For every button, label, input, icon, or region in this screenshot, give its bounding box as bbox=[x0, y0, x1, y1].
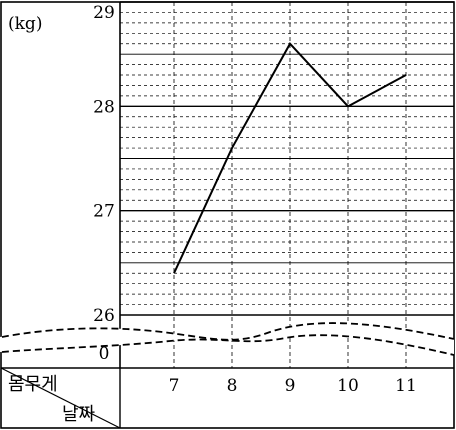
y-tick-label: 29 bbox=[93, 3, 115, 23]
x-axis-labels: 7 8 9 10 11 bbox=[169, 376, 417, 396]
zero-label: 0 bbox=[99, 344, 110, 364]
grid bbox=[119, 1, 454, 368]
unit-label: (kg) bbox=[8, 14, 42, 34]
y-axis-labels: 26 27 28 29 bbox=[93, 3, 115, 326]
x-tick-label: 7 bbox=[169, 376, 180, 396]
break-fill bbox=[0, 323, 454, 355]
x-header: 날짜 bbox=[62, 404, 96, 425]
y-header: 몸무게 bbox=[8, 374, 58, 395]
series bbox=[173, 42, 407, 274]
y-tick-label: 26 bbox=[93, 306, 115, 326]
x-tick-label: 9 bbox=[285, 376, 296, 396]
axis-break bbox=[0, 322, 455, 356]
y-tick-label: 28 bbox=[93, 97, 115, 117]
x-tick-label: 11 bbox=[395, 376, 417, 396]
break-wave-bottom bbox=[1, 334, 455, 356]
x-tick-label: 8 bbox=[227, 376, 238, 396]
y-tick-label: 27 bbox=[93, 202, 115, 222]
table-diagonal bbox=[0, 367, 121, 429]
x-tick-label: 10 bbox=[337, 376, 359, 396]
